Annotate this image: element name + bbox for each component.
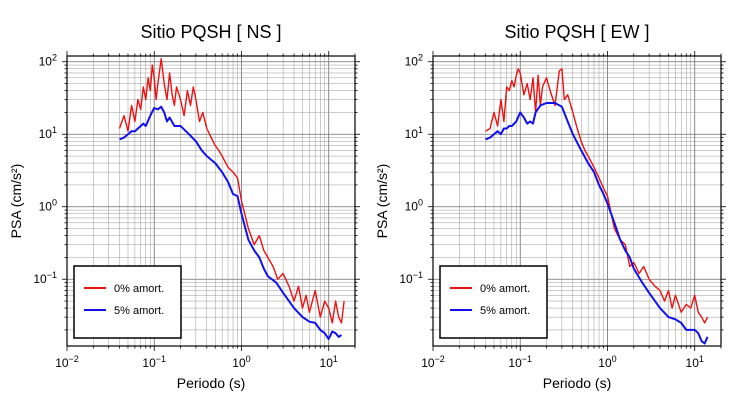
tick-base: 10 (142, 356, 156, 370)
tick-exponent: 0 (418, 198, 423, 208)
grid (433, 56, 721, 346)
tick-exponent: −1 (47, 270, 57, 280)
legend-label-0: 0% amort. (480, 283, 530, 295)
legend-box (73, 265, 182, 339)
tick-exponent: 2 (52, 53, 57, 63)
y-tick-label: 101 (39, 125, 57, 141)
tick-exponent: −2 (435, 354, 445, 364)
legend-label-1: 5% amort. (114, 305, 164, 317)
series-layer (118, 58, 345, 340)
x-axis: 10−2 10−1 100 101 (421, 51, 722, 370)
y-axis-label: PSA (cm/s²) (374, 164, 390, 239)
tick-base: 10 (39, 55, 53, 69)
x-tick-label: 10−1 (508, 354, 532, 370)
tick-base: 10 (320, 356, 334, 370)
tick-exponent: 1 (52, 125, 57, 135)
x-tick-label: 10−1 (142, 354, 166, 370)
x-tick-label: 101 (320, 354, 338, 370)
series-line-0 (485, 68, 709, 324)
chart-title: Sitio PQSH [ EW ] (504, 22, 649, 42)
tick-exponent: 1 (699, 354, 704, 364)
tick-base: 10 (33, 272, 47, 286)
tick-base: 10 (508, 356, 522, 370)
y-tick-label: 10−1 (399, 270, 423, 286)
plot-border (432, 55, 722, 347)
tick-exponent: −2 (69, 354, 79, 364)
legend-label-1: 5% amort. (480, 305, 530, 317)
y-tick-label: 102 (39, 53, 57, 69)
series-layer (485, 68, 709, 345)
plot-border (66, 55, 356, 347)
plot-frame (66, 55, 356, 347)
tick-base: 10 (399, 272, 413, 286)
y-tick-label: 102 (405, 53, 423, 69)
chart-panel-ew: Sitio PQSH [ EW ] 10−2 10−1 100 101 10−1100… (374, 22, 726, 391)
y-tick-label: 100 (39, 198, 57, 214)
legend-label-0: 0% amort. (114, 283, 164, 295)
tick-exponent: 0 (246, 354, 251, 364)
y-tick-label: 100 (405, 198, 423, 214)
plot-frame (432, 55, 722, 347)
tick-exponent: 2 (418, 53, 423, 63)
x-axis-label: Periodo (s) (177, 375, 245, 391)
tick-exponent: 0 (52, 198, 57, 208)
y-tick-label: 10−1 (33, 270, 57, 286)
tick-exponent: 0 (612, 354, 617, 364)
legend-box (439, 265, 548, 339)
tick-base: 10 (421, 356, 435, 370)
x-tick-label: 101 (686, 354, 704, 370)
tick-exponent: −1 (413, 270, 423, 280)
x-tick-label: 10−2 (55, 354, 79, 370)
series-line-0 (118, 58, 345, 324)
tick-base: 10 (232, 356, 246, 370)
x-axis: 10−2 10−1 100 101 (55, 51, 356, 370)
tick-base: 10 (405, 200, 419, 214)
tick-base: 10 (39, 200, 53, 214)
tick-exponent: 1 (333, 354, 338, 364)
chart-title: Sitio PQSH [ NS ] (140, 22, 281, 42)
legend: 0% amort. 5% amort. (439, 265, 548, 339)
series-line-1 (119, 105, 343, 340)
tick-exponent: 1 (418, 125, 423, 135)
series-line-1 (485, 102, 709, 345)
y-tick-label: 101 (405, 125, 423, 141)
tick-exponent: −1 (156, 354, 166, 364)
x-tick-label: 100 (232, 354, 250, 370)
y-axis-label: PSA (cm/s²) (8, 164, 24, 239)
tick-base: 10 (55, 356, 69, 370)
tick-base: 10 (598, 356, 612, 370)
tick-base: 10 (39, 127, 53, 141)
x-tick-label: 10−2 (421, 354, 445, 370)
legend: 0% amort. 5% amort. (73, 265, 182, 339)
tick-base: 10 (405, 55, 419, 69)
x-axis-label: Periodo (s) (543, 375, 611, 391)
tick-base: 10 (686, 356, 700, 370)
chart-panel-ns: Sitio PQSH [ NS ] 10−2 10−1 100 101 10−1100… (8, 22, 360, 391)
tick-exponent: −1 (522, 354, 532, 364)
tick-base: 10 (405, 127, 419, 141)
x-tick-label: 100 (598, 354, 616, 370)
